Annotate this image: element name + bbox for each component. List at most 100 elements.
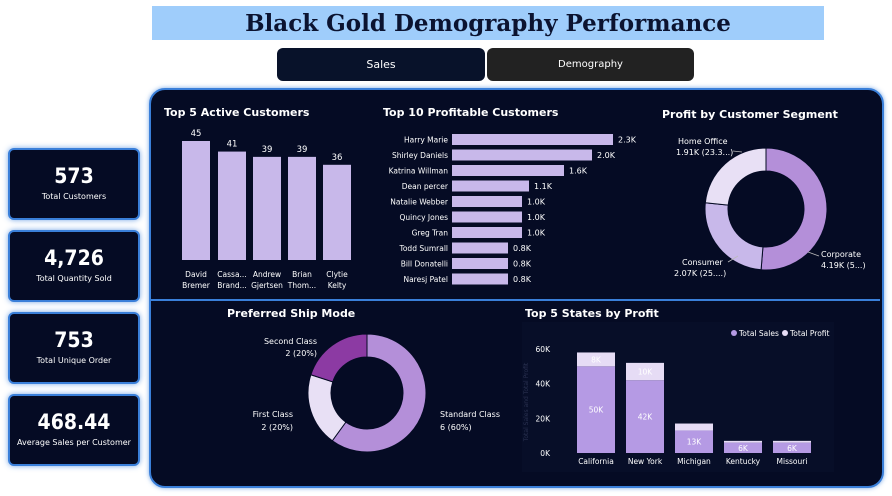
segment-slice-1 (760, 147, 828, 271)
y-tick-label: Katrina Willman (389, 167, 449, 176)
slice-label: 2.07K (25....) (674, 269, 726, 278)
sales-bar-3 (675, 430, 713, 453)
x-tick-label: Brian (292, 270, 312, 279)
kpi-label: Average Sales per Customer (17, 438, 131, 447)
y-tick-label: Greg Tran (412, 229, 449, 238)
segment-slice-3 (704, 147, 767, 206)
leader-line (732, 150, 743, 153)
bar-2 (452, 149, 592, 161)
bar-value-label: 1.6K (569, 167, 588, 176)
x-tick-label: Bremer (182, 281, 211, 290)
y-tick-label: Todd Sumrall (399, 244, 448, 253)
bar-value-label: 2.3K (618, 136, 637, 145)
profit-value-label: 10K (638, 368, 654, 377)
x-tick-label: Brand... (217, 281, 247, 290)
chart-title-top-states: Top 5 States by Profit (525, 307, 659, 320)
slice-label: First Class (253, 410, 293, 419)
y-axis-label: Total Sales and Total Profit (523, 362, 530, 442)
bar-1 (182, 141, 210, 260)
legend-label: Total Sales (738, 329, 779, 338)
x-tick-label: Gjertsen (251, 281, 283, 290)
sales-bar-1 (577, 366, 615, 453)
profit-bar-3 (675, 423, 713, 431)
shipmode-slice-3 (310, 333, 368, 383)
sales-value-label: 6K (738, 444, 749, 453)
slice-label: 2 (20%) (261, 423, 293, 432)
shipmode-slice-1 (331, 333, 427, 453)
bar-9 (452, 258, 508, 269)
sales-value-label: 42K (638, 413, 654, 422)
bar-value-label: 0.8K (513, 260, 532, 269)
profit-bar-5 (773, 440, 811, 443)
leader-line (807, 251, 820, 257)
kpi-total-unique-order: 753 Total Unique Order (8, 312, 140, 384)
legend-marker-total-profit (782, 330, 788, 336)
sales-bar-4 (724, 442, 762, 453)
legend-marker-total-sales (731, 330, 737, 336)
kpi-value: 573 (54, 164, 94, 188)
bar-value-label: 0.8K (513, 275, 532, 284)
sales-value-label: 13K (687, 438, 703, 447)
chart-title-profit-segment: Profit by Customer Segment (662, 108, 838, 121)
bar-10 (452, 273, 508, 285)
kpi-label: Total Unique Order (36, 356, 112, 365)
x-tick-label: Cassa... (217, 270, 246, 279)
kpi-average-sales: 468.44 Average Sales per Customer (8, 394, 140, 466)
slice-label: 1.91K (23.3...) (676, 148, 733, 157)
chart-title-top-customers: Top 5 Active Customers (164, 106, 310, 119)
slice-label: 6 (60%) (440, 423, 472, 432)
bar-value-label: 39 (297, 145, 308, 155)
title-banner: Black Gold Demography Performance (152, 6, 824, 40)
bar-value-label: 41 (227, 140, 238, 150)
sales-value-label: 6K (787, 444, 798, 453)
slice-label: 2 (20%) (285, 349, 317, 358)
bar-value-label: 2.0K (597, 151, 616, 160)
y-tick-label: Quincy Jones (399, 213, 448, 222)
kpi-total-customers: 573 Total Customers (8, 148, 140, 220)
y-tick-label: Dean percer (402, 182, 449, 191)
sales-nav-button[interactable]: Sales (277, 48, 485, 81)
bar-value-label: 1.0K (527, 213, 546, 222)
bar-6 (452, 211, 522, 223)
y-tick-label: Naresj Patel (403, 275, 448, 284)
chart-title-ship-mode: Preferred Ship Mode (227, 307, 356, 320)
y-tick-label: 0K (540, 449, 551, 458)
bar-5 (452, 196, 522, 207)
y-tick-label: Bill Donatelli (401, 260, 448, 269)
bar-8 (452, 242, 508, 254)
demography-nav-button[interactable]: Demography (487, 48, 694, 81)
bar-3 (253, 156, 281, 260)
bar-2 (218, 151, 246, 260)
slice-label: Home Office (678, 137, 728, 146)
x-tick-label: Clytie (326, 270, 348, 279)
bar-4 (452, 180, 529, 192)
y-tick-label: Natalie Webber (390, 198, 449, 207)
slice-label: 4.19K (5...) (821, 261, 866, 270)
bar-value-label: 0.8K (513, 244, 532, 253)
sales-bar-2 (626, 380, 664, 453)
x-tick-label: David (185, 270, 207, 279)
profit-value-label: 8K (591, 355, 602, 364)
legend-label: Total Profit (789, 329, 830, 338)
sales-value-label: 50K (589, 406, 605, 415)
kpi-value: 4,726 (44, 246, 104, 270)
bar-value-label: 1.1K (534, 182, 553, 191)
bar-5 (323, 164, 351, 260)
x-tick-label: Michigan (677, 457, 711, 466)
y-tick-label: Harry Marie (404, 136, 448, 145)
x-tick-label: Thom... (287, 281, 316, 290)
bar-7 (452, 227, 522, 238)
slice-label: Standard Class (440, 410, 500, 419)
x-tick-label: Missouri (777, 457, 808, 466)
y-tick-label: 20K (536, 414, 552, 423)
profit-bar-4 (724, 440, 762, 443)
slice-label: Second Class (264, 337, 317, 346)
x-tick-label: Andrew (253, 270, 281, 279)
leader-line (727, 255, 739, 263)
kpi-value: 753 (54, 328, 94, 352)
y-tick-label: Shirley Daniels (392, 151, 448, 160)
bar-4 (288, 156, 316, 260)
page-title: Black Gold Demography Performance (245, 9, 731, 37)
bar-value-label: 1.0K (527, 198, 546, 207)
